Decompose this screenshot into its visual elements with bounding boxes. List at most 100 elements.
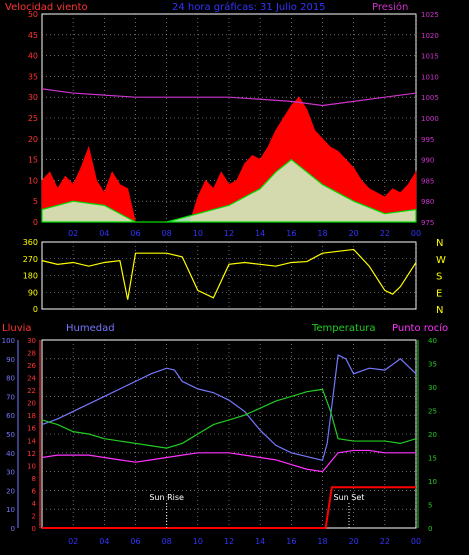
bottom-x-tick-label: 08 <box>162 537 172 546</box>
wind-tick-label: 50 <box>28 10 38 19</box>
tick-labels: 0510152025303540455097598098599099510001… <box>2 10 446 546</box>
temperature-tick-label: 35 <box>428 361 437 369</box>
rain-tick-label: 16 <box>27 425 36 433</box>
pressure-line <box>41 88 417 107</box>
direction-tick-label: 180 <box>23 272 38 281</box>
rain-tick-label: 2 <box>32 512 36 520</box>
rain-tick-label: 26 <box>27 362 36 370</box>
humidity-tick-label: 0 <box>11 525 15 533</box>
wind-x-tick-label: 00 <box>411 229 421 238</box>
wind-speed-title: Velocidad viento <box>5 2 88 13</box>
bottom-x-tick-label: 06 <box>130 537 140 546</box>
rain-tick-label: 12 <box>27 450 36 458</box>
wind-tick-label: 20 <box>28 135 38 144</box>
wind-x-tick-label: 10 <box>193 229 203 238</box>
direction-panel <box>41 241 417 310</box>
bottom-x-tick-label: 02 <box>68 537 78 546</box>
wind-tick-label: 15 <box>28 156 38 165</box>
pressure-tick-label: 975 <box>421 219 434 227</box>
pressure-tick-label: 985 <box>421 177 434 185</box>
wind-direction-line <box>41 248 417 300</box>
temperature-tick-label: 30 <box>428 384 437 392</box>
humidity-tick-label: 30 <box>6 469 15 477</box>
direction-tick-label: 270 <box>23 255 38 264</box>
bottom-x-tick-label: 22 <box>380 537 390 546</box>
humidity-tick-label: 100 <box>2 337 15 345</box>
humidity-tick-label: 10 <box>6 506 15 514</box>
humidity-tick-label: 80 <box>6 375 15 383</box>
wind-tick-label: 10 <box>28 176 38 185</box>
wind-tick-label: 40 <box>28 52 38 61</box>
humidity-tick-label: 70 <box>6 393 15 401</box>
wind-average-area <box>41 158 417 223</box>
pressure-title: Presión <box>372 1 408 13</box>
compass-label: S <box>436 272 442 283</box>
dew-point-title: Punto rocío <box>392 322 448 334</box>
compass-label: W <box>436 255 446 266</box>
wind-x-tick-label: 18 <box>317 229 327 238</box>
humidity-tick-label: 20 <box>6 487 15 495</box>
rain-tick-label: 20 <box>27 400 36 408</box>
compass-label: N <box>436 305 443 316</box>
wind-tick-label: 45 <box>28 31 38 40</box>
temperature-tick-label: 40 <box>428 337 437 345</box>
wind-tick-label: 0 <box>33 218 38 227</box>
wind-x-tick-label: 16 <box>286 229 296 238</box>
temperature-tick-label: 25 <box>428 408 437 416</box>
direction-tick-label: 90 <box>28 288 38 297</box>
rain-tick-label: 24 <box>27 375 36 383</box>
rain-tick-label: 28 <box>27 350 36 358</box>
rain-tick-label: 30 <box>27 337 36 345</box>
temperature-tick-label: 10 <box>428 478 437 486</box>
pressure-tick-label: 995 <box>421 136 434 144</box>
rain-tick-label: 4 <box>32 500 37 508</box>
wind-tick-label: 35 <box>28 72 38 81</box>
temperature-line <box>41 388 417 449</box>
temperature-title: Temperatura <box>311 323 376 334</box>
pressure-tick-label: 1000 <box>421 115 439 123</box>
wind-x-tick-label: 14 <box>255 229 265 238</box>
temperature-tick-label: 0 <box>428 525 432 533</box>
compass-label: E <box>436 288 442 299</box>
pressure-tick-label: 990 <box>421 157 434 165</box>
bottom-x-tick-label: 18 <box>317 537 327 546</box>
bottom-x-tick-label: 12 <box>224 537 234 546</box>
bottom-x-tick-label: 16 <box>286 537 296 546</box>
rain-tick-label: 18 <box>27 412 36 420</box>
humidity-tick-label: 40 <box>6 450 15 458</box>
wind-x-tick-label: 06 <box>130 229 140 238</box>
rain-line <box>42 486 416 529</box>
bottom-x-tick-label: 04 <box>99 537 109 546</box>
pressure-tick-label: 980 <box>421 198 434 206</box>
rain-title: Lluvia <box>2 323 32 334</box>
wind-x-tick-label: 04 <box>99 229 109 238</box>
pressure-tick-label: 1015 <box>421 53 439 61</box>
bottom-x-tick-label: 00 <box>411 537 421 546</box>
pressure-tick-label: 1005 <box>421 94 439 102</box>
direction-tick-label: 0 <box>33 305 38 314</box>
wind-x-tick-label: 02 <box>68 229 78 238</box>
pressure-tick-label: 1025 <box>421 11 439 19</box>
wind-x-tick-label: 08 <box>162 229 172 238</box>
humidity-tick-label: 60 <box>6 412 15 420</box>
sunset-label: Sun Set <box>334 493 365 502</box>
wind-tick-label: 5 <box>33 197 38 206</box>
wind-x-tick-label: 20 <box>349 229 359 238</box>
rain-tick-label: 0 <box>32 525 36 533</box>
chart-title: 24 hora gráficas: 31 Julio 2015 <box>172 1 326 13</box>
rain-tick-label: 6 <box>32 487 37 495</box>
rain-tick-label: 10 <box>27 462 36 470</box>
bottom-x-tick-label: 14 <box>255 537 265 546</box>
direction-tick-label: 360 <box>23 238 38 247</box>
grid-lines <box>17 14 419 528</box>
bottom-x-tick-label: 10 <box>193 537 203 546</box>
pressure-tick-label: 1020 <box>421 32 439 40</box>
chart-marks <box>41 88 417 529</box>
rain-tick-label: 22 <box>27 387 36 395</box>
humidity-tick-label: 90 <box>6 356 15 364</box>
wind-x-tick-label: 22 <box>380 229 390 238</box>
sunrise-label: Sun Rise <box>149 493 184 502</box>
temperature-tick-label: 5 <box>428 502 432 510</box>
